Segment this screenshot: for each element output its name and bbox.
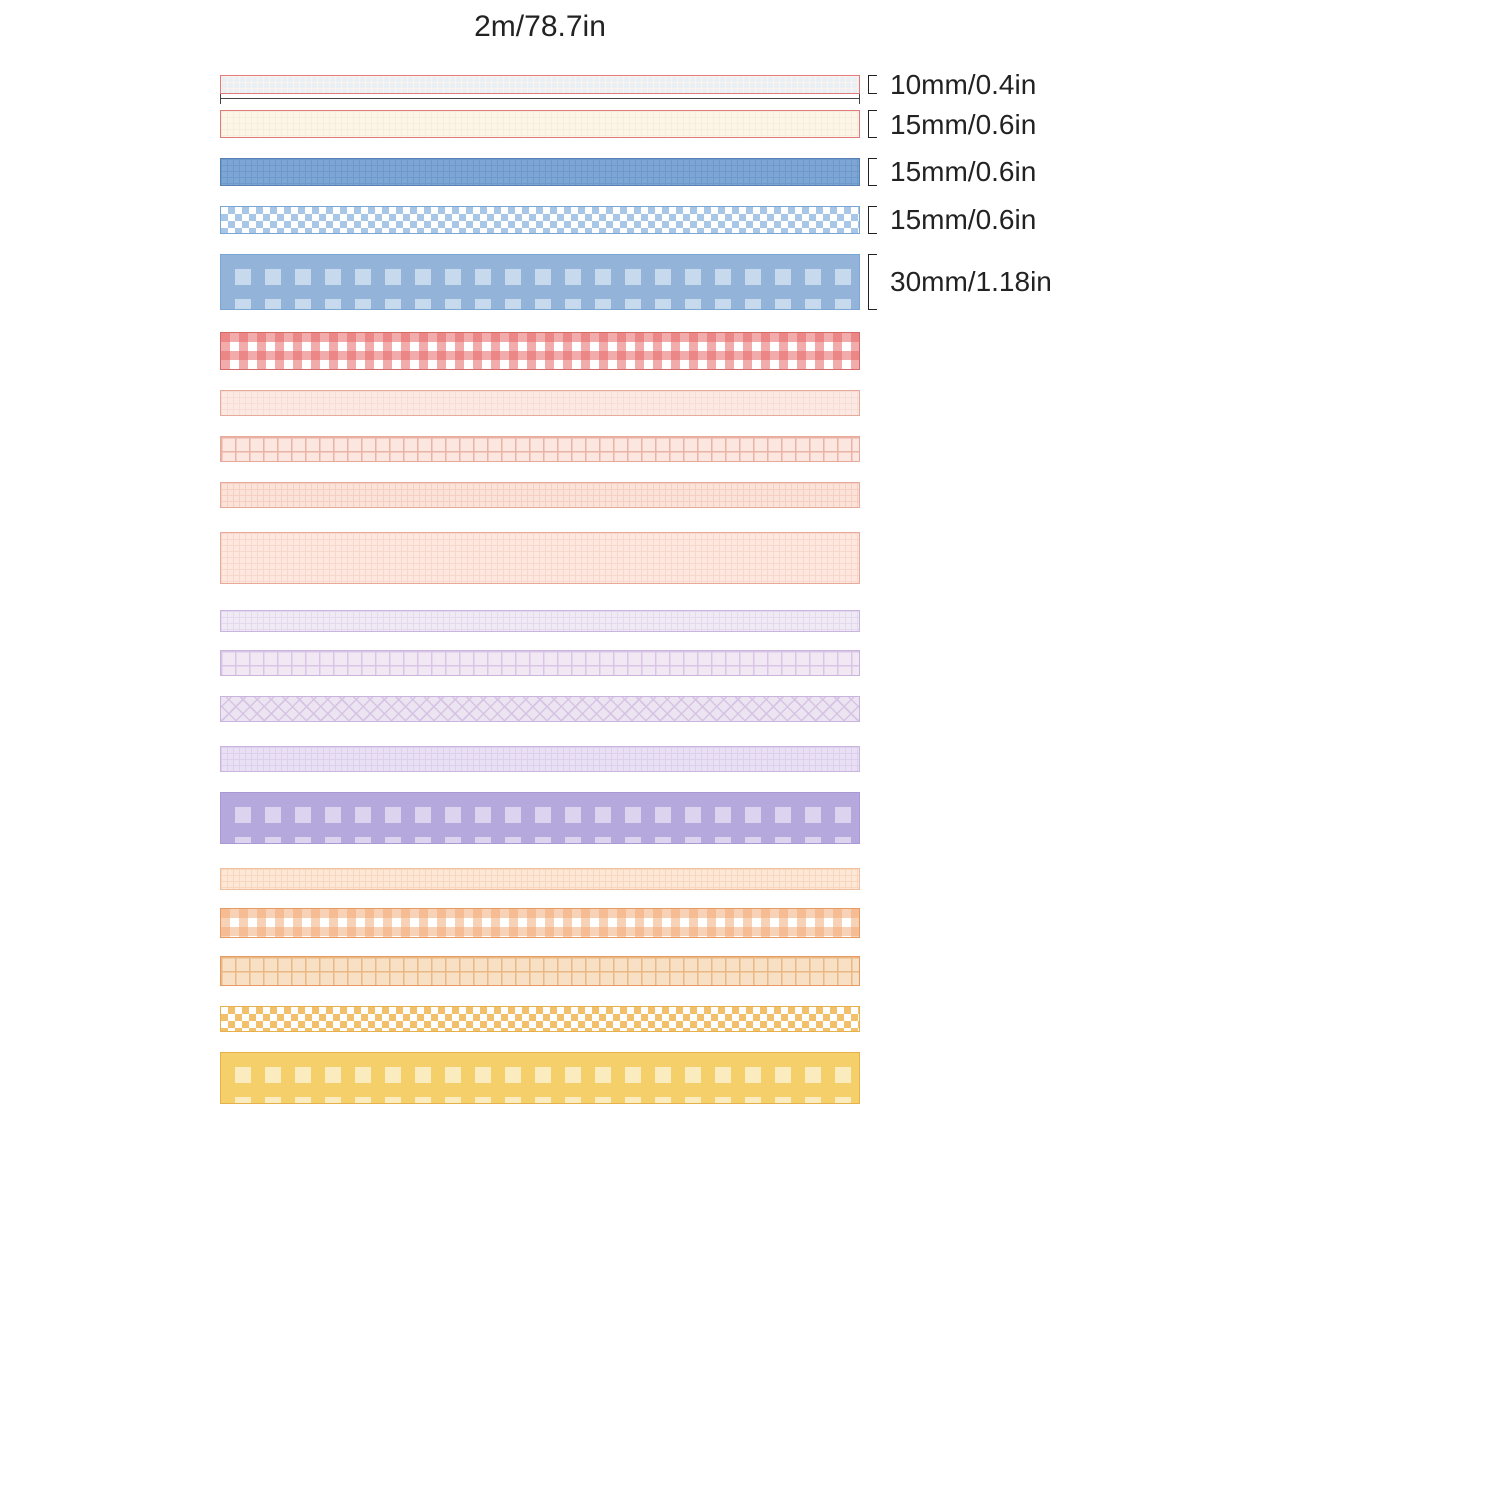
tape-strip <box>220 792 860 844</box>
tape-strip <box>220 254 860 310</box>
size-bracket <box>868 110 869 138</box>
tape-strip <box>220 158 860 186</box>
tape-strip <box>220 908 860 938</box>
tape-strip <box>220 390 860 416</box>
size-label: 15mm/0.6in <box>890 109 1036 141</box>
size-bracket <box>868 75 869 94</box>
tape-strip <box>220 436 860 462</box>
tape-strip <box>220 956 860 986</box>
tape-strip <box>220 610 860 632</box>
size-label: 10mm/0.4in <box>890 69 1036 101</box>
tape-strip <box>220 482 860 508</box>
tape-strip <box>220 696 860 722</box>
tape-strip <box>220 746 860 772</box>
tape-strip <box>220 75 860 94</box>
size-label: 30mm/1.18in <box>890 266 1052 298</box>
tape-strip <box>220 532 860 584</box>
tape-strip <box>220 1052 860 1104</box>
size-bracket <box>868 158 869 186</box>
size-label: 15mm/0.6in <box>890 156 1036 188</box>
tape-strip <box>220 110 860 138</box>
tape-strip <box>220 332 860 370</box>
tape-strip <box>220 868 860 890</box>
tape-strip <box>220 650 860 676</box>
size-bracket <box>868 254 869 310</box>
tape-strip <box>220 206 860 234</box>
size-label: 15mm/0.6in <box>890 204 1036 236</box>
size-bracket <box>868 206 869 234</box>
width-rule <box>220 98 860 99</box>
tape-strip <box>220 1006 860 1032</box>
width-label: 2m/78.7in <box>220 10 860 44</box>
